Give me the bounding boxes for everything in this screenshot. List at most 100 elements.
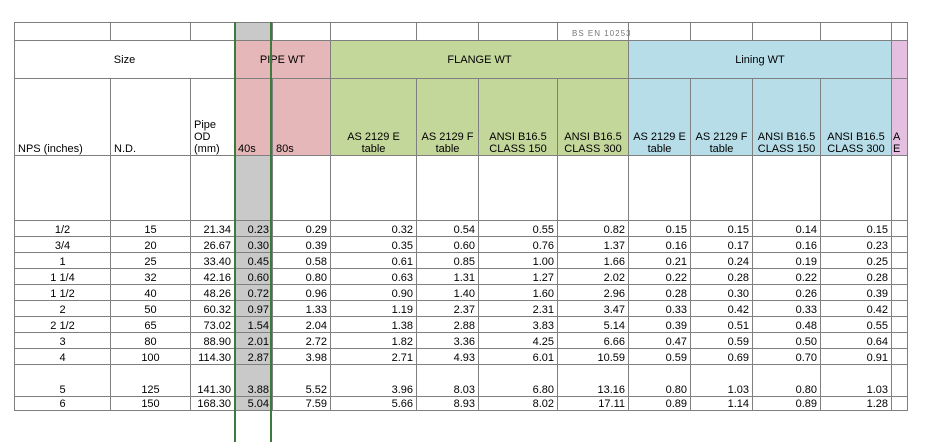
flange-as2129f-cell[interactable]: 8.93 xyxy=(416,396,479,411)
sch80-cell[interactable]: 2.72 xyxy=(272,332,331,349)
sch40-cell[interactable]: 1.54 xyxy=(234,316,273,333)
flange-as2129e-cell[interactable]: 1.38 xyxy=(330,316,417,333)
pipe-od-cell[interactable]: 21.34 xyxy=(190,220,235,237)
sch80-cell[interactable]: 3.98 xyxy=(272,348,331,365)
lining-ansi150-cell[interactable]: 0.19 xyxy=(752,252,821,269)
lining-ansi300-cell[interactable]: 0.91 xyxy=(820,348,892,365)
flange-ansi150-cell[interactable]: 4.25 xyxy=(478,332,558,349)
lining-as2129f-cell[interactable]: 0.24 xyxy=(690,252,753,269)
lining-as2129f-cell[interactable]: 0.42 xyxy=(690,300,753,317)
lining-ansi150-header[interactable]: ANSI B16.5 CLASS 150 xyxy=(752,78,821,156)
pipe-od-cell[interactable]: 168.30 xyxy=(190,396,235,411)
flange-as2129f-cell[interactable]: 4.93 xyxy=(416,348,479,365)
flange-ansi300-cell[interactable]: 0.82 xyxy=(557,220,629,237)
lining-ansi150-cell[interactable]: 0.48 xyxy=(752,316,821,333)
sch40-cell[interactable]: 0.45 xyxy=(234,252,273,269)
nps-cell[interactable]: 2 xyxy=(14,300,111,317)
flange-as2129e-cell[interactable]: 0.35 xyxy=(330,236,417,253)
nd-cell[interactable]: 20 xyxy=(110,236,191,253)
pipe-od-header[interactable]: Pipe OD (mm) xyxy=(190,78,235,156)
lining-ansi150-cell[interactable]: 0.26 xyxy=(752,284,821,301)
lining-as2129f-cell[interactable]: 1.14 xyxy=(690,396,753,411)
partial-cell[interactable] xyxy=(891,316,908,333)
lining-ansi300-cell[interactable]: 0.39 xyxy=(820,284,892,301)
flange-ansi150-cell[interactable]: 8.02 xyxy=(478,396,558,411)
flange-as2129e-cell[interactable]: 1.82 xyxy=(330,332,417,349)
lining-as2129e-cell[interactable]: 0.80 xyxy=(628,364,691,397)
lining-as2129f-cell[interactable]: 0.69 xyxy=(690,348,753,365)
lining-as2129f-cell[interactable]: 0.30 xyxy=(690,284,753,301)
flange-ansi300-cell[interactable]: 3.47 xyxy=(557,300,629,317)
sch80-cell[interactable]: 5.52 xyxy=(272,364,331,397)
nps-header[interactable]: NPS (inches) xyxy=(14,78,111,156)
nd-cell[interactable]: 40 xyxy=(110,284,191,301)
lining-ansi150-cell[interactable]: 0.50 xyxy=(752,332,821,349)
nps-cell[interactable]: 2 1/2 xyxy=(14,316,111,333)
lining-ansi300-cell[interactable]: 0.55 xyxy=(820,316,892,333)
pipe-od-cell[interactable]: 141.30 xyxy=(190,364,235,397)
partial-cell[interactable] xyxy=(891,300,908,317)
nps-cell[interactable]: 1 1/2 xyxy=(14,284,111,301)
flange-ansi150-cell[interactable]: 3.83 xyxy=(478,316,558,333)
nd-cell[interactable]: 100 xyxy=(110,348,191,365)
flange-ansi300-cell[interactable]: 2.96 xyxy=(557,284,629,301)
nd-cell[interactable]: 125 xyxy=(110,364,191,397)
lining-as2129f-cell[interactable]: 0.59 xyxy=(690,332,753,349)
lining-as2129f-cell[interactable]: 0.28 xyxy=(690,268,753,285)
flange-as2129e-cell[interactable]: 2.71 xyxy=(330,348,417,365)
lining-ansi150-cell[interactable]: 0.16 xyxy=(752,236,821,253)
pipe-od-cell[interactable]: 42.16 xyxy=(190,268,235,285)
flange-ansi150-cell[interactable]: 0.76 xyxy=(478,236,558,253)
flange-ansi300-cell[interactable]: 2.02 xyxy=(557,268,629,285)
lining-as2129f-cell[interactable]: 0.15 xyxy=(690,220,753,237)
partial-header[interactable]: A E xyxy=(891,78,908,156)
lining-ansi300-cell[interactable]: 0.64 xyxy=(820,332,892,349)
lining-ansi150-cell[interactable]: 0.14 xyxy=(752,220,821,237)
nd-cell[interactable]: 150 xyxy=(110,396,191,411)
flange-ansi150-header[interactable]: ANSI B16.5 CLASS 150 xyxy=(478,78,558,156)
flange-wt-group-header[interactable]: FLANGE WT xyxy=(330,40,629,79)
lining-ansi300-cell[interactable]: 0.23 xyxy=(820,236,892,253)
sch80-cell[interactable]: 2.04 xyxy=(272,316,331,333)
pipe-wt-group-header[interactable]: PIPE WT xyxy=(234,40,331,79)
nps-cell[interactable]: 4 xyxy=(14,348,111,365)
partial-cell[interactable] xyxy=(891,220,908,237)
pipe-od-cell[interactable]: 33.40 xyxy=(190,252,235,269)
nd-cell[interactable]: 50 xyxy=(110,300,191,317)
partial-cell[interactable] xyxy=(891,332,908,349)
pipe-od-cell[interactable]: 48.26 xyxy=(190,284,235,301)
partial-cell[interactable] xyxy=(891,348,908,365)
flange-ansi150-cell[interactable]: 0.55 xyxy=(478,220,558,237)
sch40-cell[interactable]: 5.04 xyxy=(234,396,273,411)
flange-as2129e-cell[interactable]: 5.66 xyxy=(330,396,417,411)
flange-as2129f-cell[interactable]: 0.54 xyxy=(416,220,479,237)
lining-as2129e-cell[interactable]: 0.47 xyxy=(628,332,691,349)
nd-cell[interactable]: 32 xyxy=(110,268,191,285)
lining-ansi150-cell[interactable]: 0.22 xyxy=(752,268,821,285)
partial-cell[interactable] xyxy=(891,268,908,285)
nps-cell[interactable]: 3 xyxy=(14,332,111,349)
size-group-header[interactable]: Size xyxy=(14,40,235,79)
flange-ansi150-cell[interactable]: 1.60 xyxy=(478,284,558,301)
lining-ansi300-cell[interactable]: 0.25 xyxy=(820,252,892,269)
flange-as2129f-cell[interactable]: 8.03 xyxy=(416,364,479,397)
sch80-cell[interactable]: 0.80 xyxy=(272,268,331,285)
sch80-cell[interactable]: 0.39 xyxy=(272,236,331,253)
pipe-od-cell[interactable]: 26.67 xyxy=(190,236,235,253)
flange-as2129e-header[interactable]: AS 2129 E table xyxy=(330,78,417,156)
sch40-cell[interactable]: 0.23 xyxy=(234,220,273,237)
flange-ansi300-cell[interactable]: 5.14 xyxy=(557,316,629,333)
flange-as2129f-cell[interactable]: 3.36 xyxy=(416,332,479,349)
lining-as2129e-cell[interactable]: 0.15 xyxy=(628,220,691,237)
flange-as2129e-cell[interactable]: 0.63 xyxy=(330,268,417,285)
lining-ansi150-cell[interactable]: 0.80 xyxy=(752,364,821,397)
lining-ansi300-header[interactable]: ANSI B16.5 CLASS 300 xyxy=(820,78,892,156)
nps-cell[interactable]: 1 1/4 xyxy=(14,268,111,285)
partial-cell[interactable] xyxy=(891,364,908,397)
flange-ansi150-cell[interactable]: 6.80 xyxy=(478,364,558,397)
lining-ansi150-cell[interactable]: 0.70 xyxy=(752,348,821,365)
flange-as2129e-cell[interactable]: 0.90 xyxy=(330,284,417,301)
sch80-cell[interactable]: 0.29 xyxy=(272,220,331,237)
flange-as2129f-header[interactable]: AS 2129 F table xyxy=(416,78,479,156)
pipe-od-cell[interactable]: 114.30 xyxy=(190,348,235,365)
